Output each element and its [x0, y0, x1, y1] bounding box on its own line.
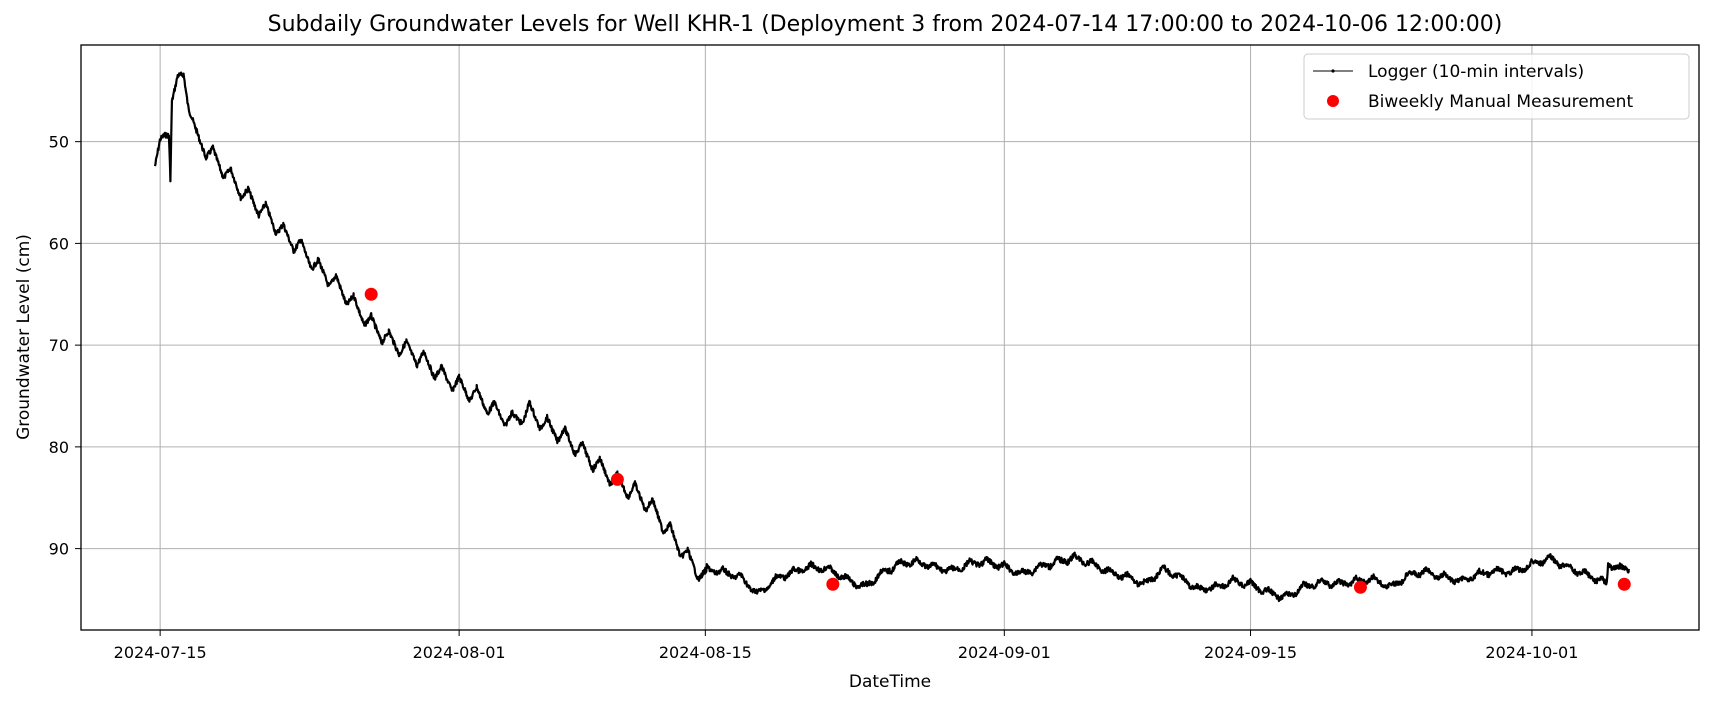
- legend-manual-swatch: [1327, 95, 1339, 107]
- manual-measurement-point: [610, 472, 624, 486]
- manual-measurement-point: [364, 287, 378, 301]
- plot-frame: [80, 44, 1700, 631]
- legend-logger-marker: [1331, 69, 1335, 73]
- x-tick-label: 2024-10-01: [1485, 643, 1578, 662]
- logger-line: [153, 71, 1630, 603]
- logger-series: [153, 71, 1630, 603]
- x-axis-title: DateTime: [849, 672, 931, 692]
- x-tick-label: 2024-08-01: [413, 643, 506, 662]
- x-tick-label: 2024-09-01: [958, 643, 1051, 662]
- y-tick-label: 60: [49, 234, 69, 253]
- legend-logger-label: Logger (10-min intervals): [1368, 62, 1584, 82]
- x-tick-label: 2024-08-15: [659, 643, 752, 662]
- manual-measurement-point: [1353, 580, 1367, 594]
- y-tick-label: 70: [49, 336, 69, 355]
- legend: Logger (10-min intervals) Biweekly Manua…: [1303, 53, 1690, 120]
- y-tick-label: 80: [49, 438, 69, 457]
- chart-title: Subdaily Groundwater Levels for Well KHR…: [268, 12, 1503, 37]
- x-tick-label: 2024-07-15: [114, 643, 207, 662]
- manual-measurement-point: [1617, 577, 1631, 591]
- manual-measurement-series: [364, 287, 1631, 594]
- y-tick-label: 90: [49, 540, 69, 559]
- legend-box: [1303, 53, 1690, 120]
- y-axis-title: Groundwater Level (cm): [14, 234, 34, 440]
- legend-manual-label: Biweekly Manual Measurement: [1368, 92, 1633, 112]
- x-axis-ticks: 2024-07-15 2024-08-01 2024-08-15 2024-09-01…: [114, 630, 1578, 662]
- x-tick-label: 2024-09-15: [1204, 643, 1297, 662]
- manual-measurement-point: [826, 577, 840, 591]
- grid-lines: [81, 45, 1699, 630]
- y-axis-ticks: 50 60 70 80 90: [49, 133, 81, 559]
- y-tick-label: 50: [49, 133, 69, 152]
